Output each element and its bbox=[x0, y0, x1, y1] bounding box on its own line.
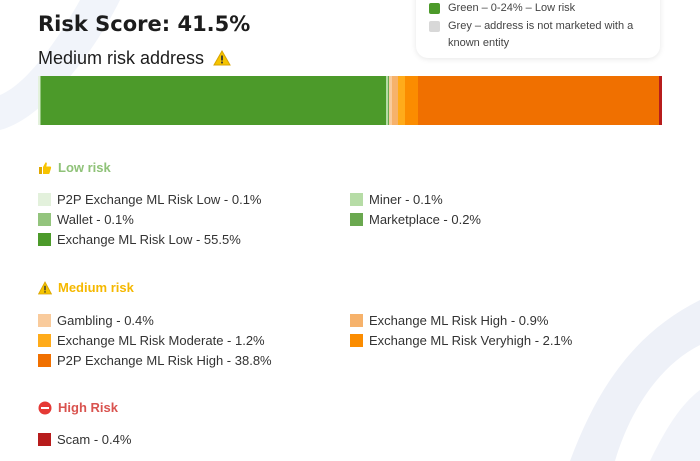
legend-swatch bbox=[350, 213, 363, 226]
risk-bar-segment bbox=[418, 76, 660, 125]
no-entry-icon bbox=[38, 401, 52, 414]
risk-bar-segment bbox=[41, 76, 387, 125]
legend-item-label: Scam - 0.4% bbox=[57, 432, 132, 447]
risk-bar-segment bbox=[397, 76, 405, 125]
legend-swatch bbox=[350, 334, 363, 347]
medium-risk-title: Medium risk bbox=[58, 280, 134, 295]
risk-bar-segment bbox=[387, 76, 390, 125]
risk-bar-segment bbox=[38, 76, 40, 125]
low-risk-title: Low risk bbox=[58, 160, 111, 175]
low-risk-heading: Low risk bbox=[38, 160, 111, 175]
warning-icon bbox=[213, 50, 231, 66]
risk-bar-segment bbox=[39, 76, 42, 125]
legend-swatch bbox=[38, 433, 51, 446]
risk-bar-segment bbox=[389, 76, 392, 125]
high-risk-title: High Risk bbox=[58, 400, 118, 415]
legend-swatch bbox=[350, 193, 363, 206]
legend-swatch bbox=[350, 314, 363, 327]
legend-grey-row: Grey – address is not marketed with a kn… bbox=[429, 18, 654, 52]
legend-item-label: Miner - 0.1% bbox=[369, 192, 443, 207]
legend-item: Exchange ML Risk Veryhigh - 2.1% bbox=[350, 333, 572, 348]
legend-swatch bbox=[38, 233, 51, 246]
risk-distribution-bar bbox=[38, 76, 662, 125]
risk-bar-segment bbox=[405, 76, 419, 125]
legend-grey-label: Grey – address is not marketed with a kn… bbox=[448, 20, 634, 49]
legend-swatch bbox=[38, 334, 51, 347]
legend-green-swatch bbox=[429, 3, 440, 14]
legend-item: Wallet - 0.1% bbox=[38, 212, 134, 227]
legend-item: P2P Exchange ML Risk High - 38.8% bbox=[38, 353, 272, 368]
legend-item-label: Exchange ML Risk Low - 55.5% bbox=[57, 232, 241, 247]
legend-swatch bbox=[38, 354, 51, 367]
legend-green-row: Green – 0-24% – Low risk bbox=[429, 0, 654, 17]
risk-level-subtitle: Medium risk address bbox=[38, 48, 231, 69]
legend-item-label: Exchange ML Risk Veryhigh - 2.1% bbox=[369, 333, 573, 348]
risk-bar-segment bbox=[659, 76, 662, 125]
legend-swatch bbox=[38, 213, 51, 226]
risk-level-text: Medium risk address bbox=[38, 48, 205, 68]
medium-risk-heading: Medium risk bbox=[38, 280, 134, 295]
legend-swatch bbox=[38, 314, 51, 327]
legend-item-label: P2P Exchange ML Risk High - 38.8% bbox=[57, 353, 272, 368]
risk-bar-segment bbox=[386, 76, 388, 125]
legend-item: Exchange ML Risk High - 0.9% bbox=[350, 313, 548, 328]
legend-green-label: Green – 0-24% – Low risk bbox=[448, 2, 576, 14]
legend-item-label: Gambling - 0.4% bbox=[57, 313, 154, 328]
risk-color-legend: Green – 0-24% – Low risk Grey – address … bbox=[416, 0, 660, 58]
legend-item-label: Exchange ML Risk High - 0.9% bbox=[369, 313, 549, 328]
legend-item-label: Wallet - 0.1% bbox=[57, 212, 134, 227]
legend-item: Miner - 0.1% bbox=[350, 192, 443, 207]
thumbs-up-icon bbox=[39, 161, 52, 174]
legend-item: Exchange ML Risk Moderate - 1.2% bbox=[38, 333, 265, 348]
warning-icon bbox=[38, 280, 52, 294]
legend-item-label: Exchange ML Risk Moderate - 1.2% bbox=[57, 333, 265, 348]
legend-item: Marketplace - 0.2% bbox=[350, 212, 481, 227]
legend-item: Exchange ML Risk Low - 55.5% bbox=[38, 232, 241, 247]
legend-item-label: P2P Exchange ML Risk Low - 0.1% bbox=[57, 192, 262, 207]
legend-item-label: Marketplace - 0.2% bbox=[369, 212, 481, 227]
legend-grey-swatch bbox=[429, 21, 440, 32]
high-risk-heading: High Risk bbox=[38, 400, 118, 415]
legend-item: Gambling - 0.4% bbox=[38, 313, 154, 328]
legend-swatch bbox=[38, 193, 51, 206]
risk-bar-segment bbox=[391, 76, 398, 125]
legend-item: P2P Exchange ML Risk Low - 0.1% bbox=[38, 192, 262, 207]
legend-item: Scam - 0.4% bbox=[38, 432, 131, 447]
risk-score-title: Risk Score: 41.5% bbox=[38, 12, 251, 36]
